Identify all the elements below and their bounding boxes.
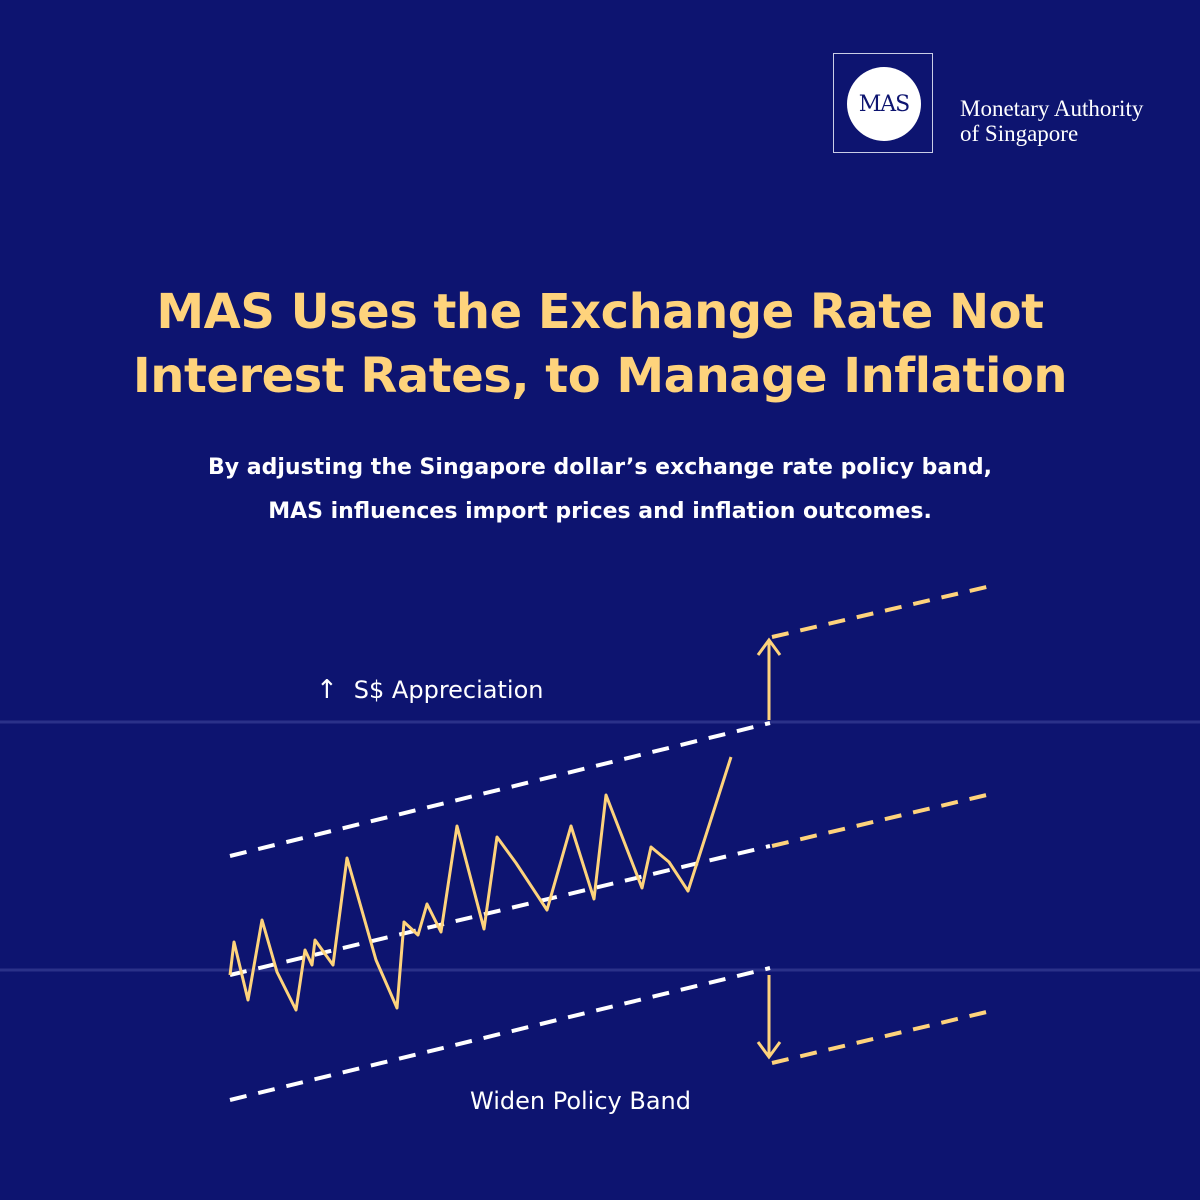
title-line2: Interest Rates, to Manage Inflation [132,348,1068,404]
widened-band-lower-edge [771,1008,996,1065]
widen-band-label: Widen Policy Band [470,1087,691,1115]
page-subtitle: By adjusting the Singapore dollar’s exch… [0,446,1200,534]
mas-logo: MAS [833,53,933,153]
subtitle-line1: By adjusting the Singapore dollar’s exch… [208,455,992,480]
org-name-line2: of Singapore [960,121,1079,146]
appreciation-label: ↑ S$ Appreciation [316,676,543,704]
org-name: Monetary Authority of Singapore [960,96,1143,146]
mas-emblem: MAS [847,67,921,141]
band-upper-edge [229,721,771,858]
subtitle-line2: MAS influences import prices and inflati… [268,499,932,524]
arrow-up-icon: ↑ [316,675,338,705]
band-mid-line [229,844,771,977]
widened-band-upper-edge [771,583,996,639]
exchange-rate-line [228,756,733,1012]
title-line1: MAS Uses the Exchange Rate Not [156,284,1044,340]
widened-band-mid-line [771,791,996,848]
org-name-line1: Monetary Authority [960,96,1144,121]
widen-down-arrow [756,975,782,1060]
widen-up-arrow [756,637,782,720]
appreciation-text: S$ Appreciation [353,676,544,704]
page-title: MAS Uses the Exchange Rate Not Interest … [0,280,1200,408]
band-lower-edge [229,966,771,1102]
